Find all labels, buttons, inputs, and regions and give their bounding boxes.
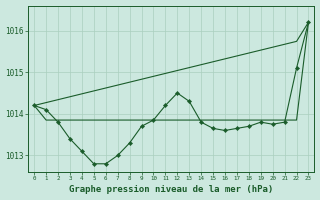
- X-axis label: Graphe pression niveau de la mer (hPa): Graphe pression niveau de la mer (hPa): [69, 185, 274, 194]
